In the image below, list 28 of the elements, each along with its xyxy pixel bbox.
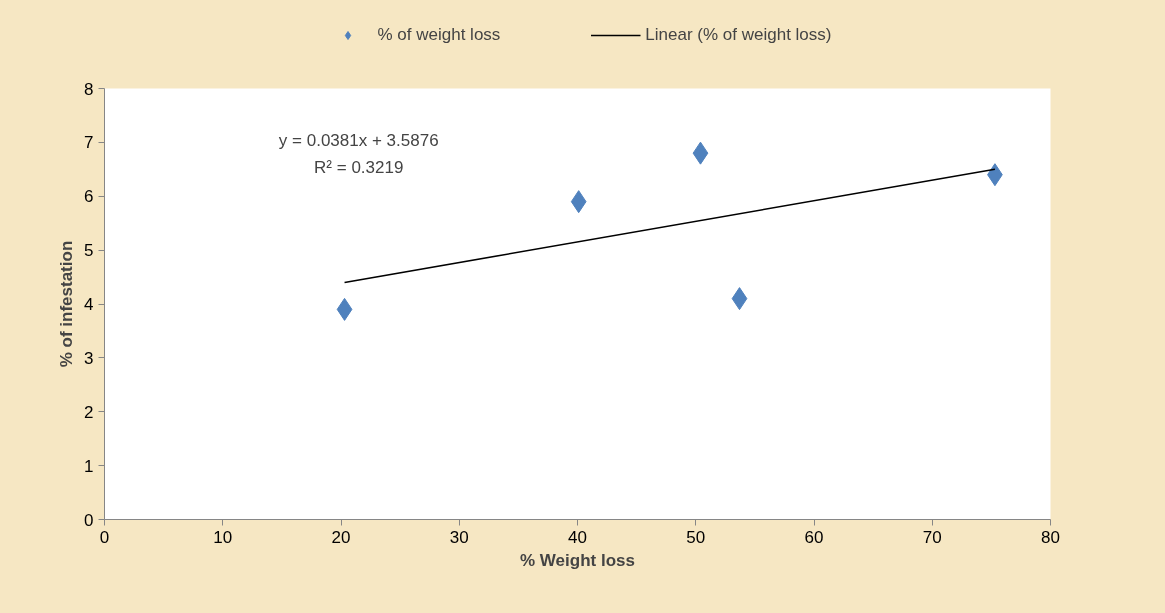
annotation: R² = 0.3219: [314, 158, 404, 178]
x-tick-label: 0: [99, 527, 110, 547]
y-tick-label: 3: [84, 348, 94, 368]
point: [336, 297, 353, 321]
legend-label: % of weight loss: [377, 25, 501, 45]
y-tick-label: 0: [84, 510, 94, 530]
x-tick-label: 10: [213, 527, 233, 547]
x-tick-label: 30: [449, 527, 469, 547]
y-tick-label: 4: [84, 295, 94, 314]
point: [692, 141, 709, 165]
x-axis-title: % Weight loss: [520, 550, 635, 570]
point: [731, 287, 748, 311]
y-tick-label: 6: [84, 187, 94, 207]
annotation: y = 0.0381x + 3.5876: [278, 131, 439, 151]
legend-label: Linear (% of weight loss): [645, 25, 832, 45]
y-tick-label: 2: [84, 402, 94, 422]
y-tick-label: 8: [84, 79, 94, 99]
x-tick-label: 50: [686, 527, 706, 547]
x-tick-label: 80: [1041, 527, 1060, 547]
point: [570, 190, 587, 214]
x-tick-label: 60: [804, 527, 824, 547]
x-tick-label: 40: [568, 527, 587, 547]
x-tick-label: 20: [331, 527, 351, 547]
y-tick-label: 1: [84, 456, 94, 476]
y-tick-label: 7: [84, 133, 94, 153]
y-tick-label: 5: [84, 241, 94, 261]
y-axis-title: % of infestation: [57, 240, 77, 368]
x-tick-label: 70: [922, 527, 942, 547]
